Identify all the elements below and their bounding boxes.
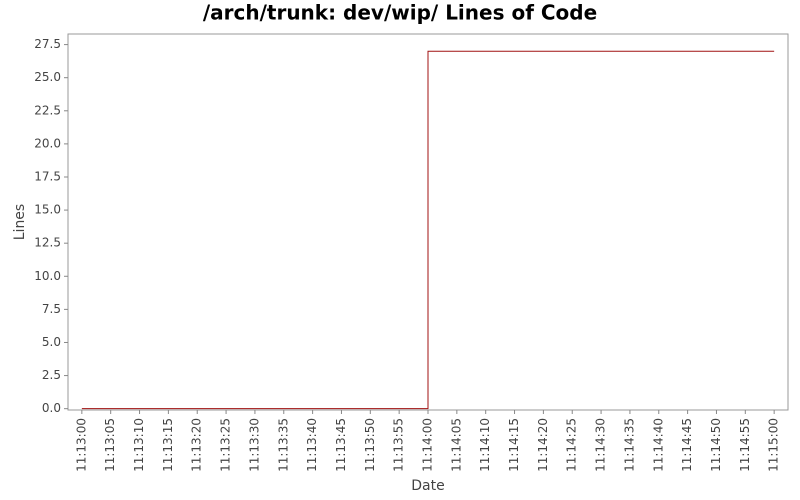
- x-tick-label: 11:14:35: [622, 418, 636, 472]
- y-tick-label: 5.0: [42, 335, 61, 349]
- x-axis-label: Date: [411, 478, 444, 494]
- x-tick-label: 11:15:00: [767, 418, 781, 472]
- x-tick-label: 11:14:00: [421, 418, 435, 472]
- x-tick-label: 11:14:15: [507, 418, 521, 472]
- y-tick-label: 12.5: [34, 236, 61, 250]
- x-tick-label: 11:13:50: [363, 418, 377, 472]
- x-tick-label: 11:13:40: [305, 418, 319, 472]
- x-tick-label: 11:14:40: [651, 418, 665, 472]
- x-tick-label: 11:13:55: [392, 418, 406, 472]
- x-tick-label: 11:13:30: [247, 418, 261, 472]
- x-tick-label: 11:14:55: [738, 418, 752, 472]
- x-tick-label: 11:13:35: [276, 418, 290, 472]
- line-series: [81, 50, 775, 410]
- y-tick-label: 2.5: [42, 368, 61, 382]
- x-tick-label: 11:13:25: [219, 418, 233, 472]
- y-tick-label: 27.5: [34, 37, 61, 51]
- chart-title: /arch/trunk: dev/wip/ Lines of Code: [203, 1, 597, 25]
- y-tick-label: 15.0: [34, 203, 61, 217]
- y-tick-label: 22.5: [34, 103, 61, 117]
- x-tick-label: 11:14:20: [536, 418, 550, 472]
- x-tick-label: 11:14:10: [478, 418, 492, 472]
- x-tick-label: 11:14:25: [565, 418, 579, 472]
- x-tick-label: 11:14:30: [594, 418, 608, 472]
- y-axis-label: Lines: [12, 204, 28, 240]
- y-tick-label: 0.0: [42, 401, 61, 415]
- x-tick-label: 11:14:50: [709, 418, 723, 472]
- x-tick-label: 11:13:15: [161, 418, 175, 472]
- y-tick-label: 10.0: [34, 269, 61, 283]
- x-tick-label: 11:13:10: [132, 418, 146, 472]
- x-tick-label: 11:14:05: [449, 418, 463, 472]
- x-tick-label: 11:13:05: [103, 418, 117, 472]
- x-tick-label: 11:13:45: [334, 418, 348, 472]
- y-tick-label: 20.0: [34, 136, 61, 150]
- y-tick-label: 25.0: [34, 70, 61, 84]
- x-tick-label: 11:13:00: [74, 418, 88, 472]
- x-tick-label: 11:13:20: [190, 418, 204, 472]
- y-tick-label: 7.5: [42, 302, 61, 316]
- x-tick-label: 11:14:45: [680, 418, 694, 472]
- y-tick-label: 17.5: [34, 169, 61, 183]
